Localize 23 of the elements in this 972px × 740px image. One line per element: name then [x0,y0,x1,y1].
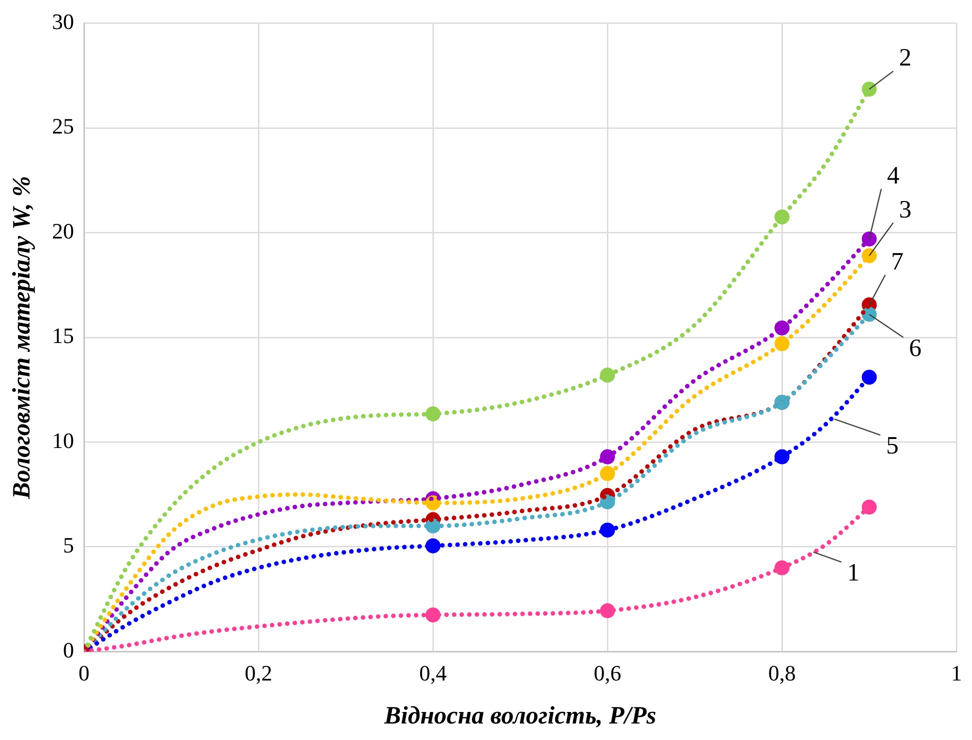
annotation: 7 [891,248,904,276]
y-tick-label: 15 [52,323,74,348]
x-tick-label: 0,2 [244,660,272,686]
annotation: 1 [847,560,860,587]
y-tick-label: 20 [52,218,74,244]
y-axis-title: Вологовміст матеріалу W, % [8,176,36,500]
x-tick-label: 0,6 [594,660,622,686]
annotation: 4 [887,162,900,190]
point [862,370,877,385]
y-tick-label: 5 [63,532,74,558]
x-axis-title: Відносна вологість, P/Ps [383,702,656,730]
y-tick-label: 0 [63,637,74,662]
y-tick-label: 10 [52,428,74,453]
y-tick-label: 25 [52,114,74,139]
y-tick-label: 30 [52,8,74,34]
x-tick-label: 1 [951,660,962,686]
annotation: 5 [886,432,899,460]
x-tick-label: 0,8 [768,660,796,686]
x-tick-label: 0,4 [419,660,447,686]
annotation: 2 [899,44,912,72]
annotation: 3 [899,196,912,224]
x-tick-label: 0 [78,660,90,686]
annotation: 6 [909,334,922,362]
